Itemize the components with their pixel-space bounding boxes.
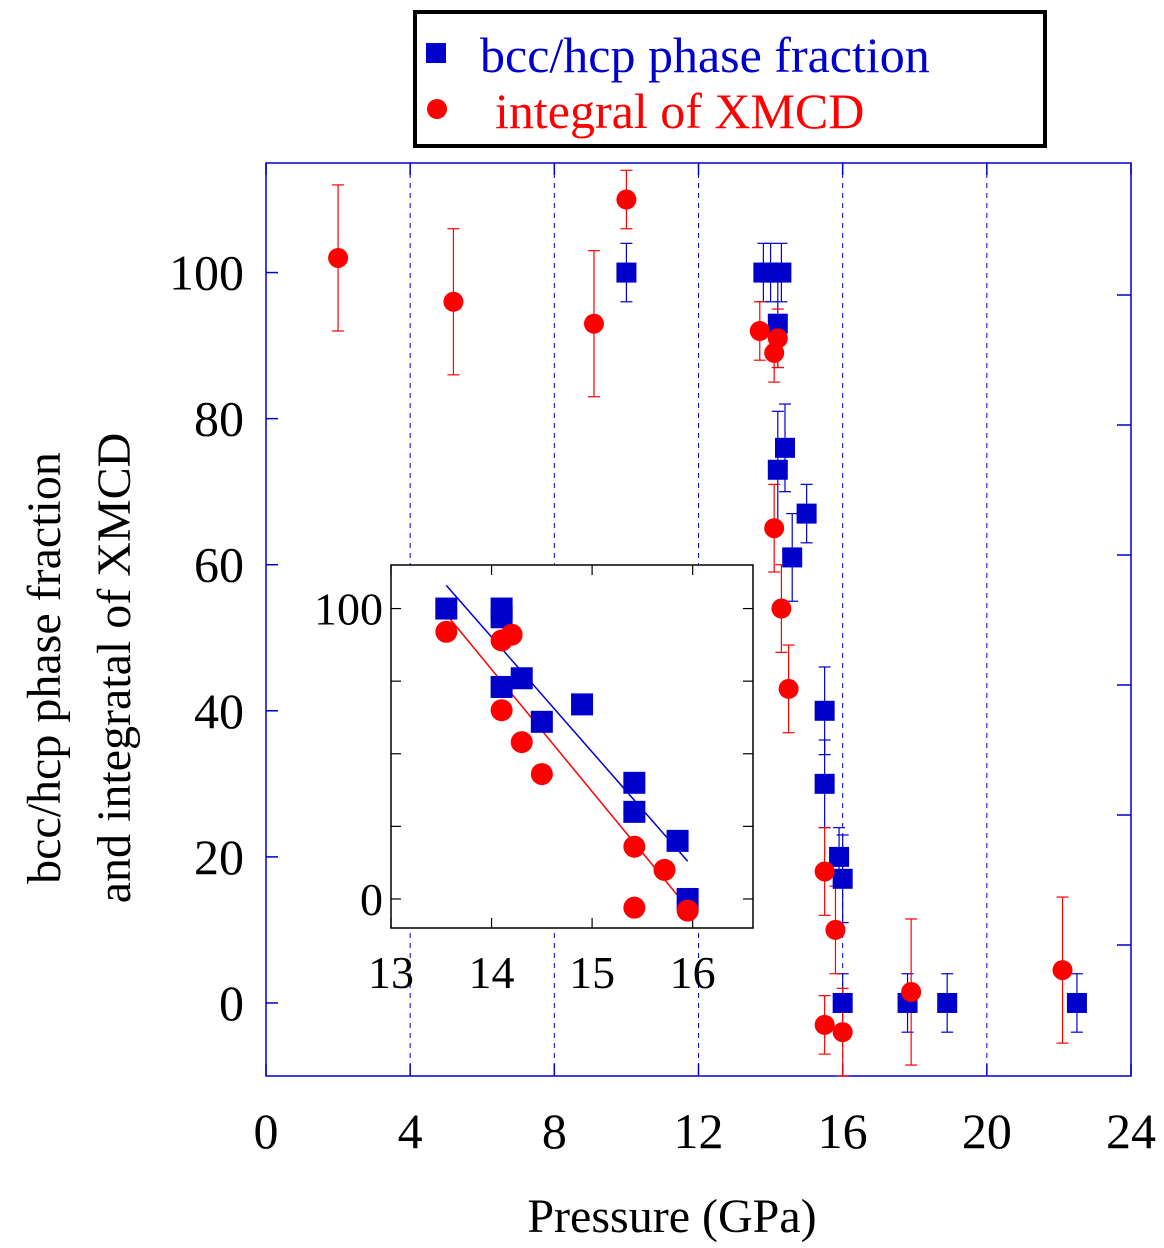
inset-phase-fraction-point bbox=[666, 829, 689, 852]
inset-ticks: 13 14 15 16 0 100 bbox=[314, 565, 753, 998]
inset-phase-fraction-point bbox=[623, 771, 646, 794]
xmcd-point bbox=[583, 313, 604, 334]
phase-fraction-point bbox=[782, 547, 803, 568]
inset-xmcd-point bbox=[510, 731, 533, 754]
inset-fit-lines bbox=[445, 584, 689, 909]
xmcd-point bbox=[825, 919, 846, 940]
xmcd-point bbox=[443, 291, 464, 312]
inset-y-tick-label: 100 bbox=[314, 584, 383, 635]
inset-x-tick-label: 14 bbox=[469, 947, 515, 998]
inset-phase-fraction-point bbox=[490, 675, 513, 698]
x-tick-label: 4 bbox=[398, 1103, 423, 1159]
inset-phase-fraction-point bbox=[623, 800, 646, 823]
phase-fraction-point bbox=[832, 868, 853, 889]
inset-phase-fraction-point bbox=[435, 597, 458, 620]
y-tick-label: 20 bbox=[194, 829, 244, 885]
inset-plot: 13 14 15 16 0 100 bbox=[314, 564, 754, 998]
y-axis-title-line1: bcc/hcp phase fraction bbox=[18, 452, 71, 884]
inset-xmcd-point bbox=[623, 896, 646, 919]
x-axis-title: Pressure (GPa) bbox=[527, 1190, 816, 1243]
inset-xmcd-point bbox=[490, 699, 513, 722]
inset-xmcd-point bbox=[623, 835, 646, 858]
xmcd-point bbox=[616, 189, 637, 210]
legend: bcc/hcp phase fraction integral of XMCD bbox=[413, 10, 1047, 148]
y-axis-title-line2: and integratal of XMCD bbox=[88, 433, 141, 904]
phase-fraction-point bbox=[767, 313, 788, 334]
inset-x-tick-label: 13 bbox=[368, 947, 414, 998]
xmcd-point bbox=[778, 678, 799, 699]
main-ticks: 0 4 8 12 16 20 24 0 20 40 60 80 100 bbox=[169, 163, 1156, 1159]
legend-label-xmcd: integral of XMCD bbox=[495, 83, 864, 139]
inset-phase-fraction-point bbox=[510, 667, 533, 690]
inset-x-tick-label: 16 bbox=[670, 947, 716, 998]
inset-fit-line bbox=[445, 613, 689, 909]
inset-y-tick-label: 0 bbox=[360, 874, 383, 925]
x-tick-label: 12 bbox=[674, 1103, 724, 1159]
x-tick-label: 16 bbox=[818, 1103, 868, 1159]
inset-frame bbox=[390, 564, 754, 929]
xmcd-point bbox=[814, 861, 835, 882]
xmcd-point bbox=[767, 328, 788, 349]
legend-label-phase-fraction: bcc/hcp phase fraction bbox=[480, 27, 930, 83]
phase-fraction-point bbox=[767, 459, 788, 480]
xmcd-point bbox=[771, 598, 792, 619]
xmcd-point bbox=[814, 1014, 835, 1035]
x-tick-label: 0 bbox=[254, 1103, 279, 1159]
phase-fraction-point bbox=[832, 992, 853, 1013]
xmcd-point bbox=[749, 320, 770, 341]
inset-data-points bbox=[435, 597, 699, 922]
y-tick-label: 40 bbox=[194, 683, 244, 739]
inset-xmcd-point bbox=[676, 899, 699, 922]
inset-phase-fraction-point bbox=[490, 606, 513, 629]
inset-x-tick-label: 15 bbox=[569, 947, 615, 998]
phase-fraction-point bbox=[937, 992, 958, 1013]
phase-fraction-point bbox=[829, 846, 850, 867]
phase-fraction-point bbox=[796, 503, 817, 524]
inset-xmcd-point bbox=[435, 620, 458, 643]
legend-circle-marker bbox=[427, 99, 447, 119]
inset-frame-rect bbox=[390, 564, 754, 929]
xmcd-point bbox=[832, 1022, 853, 1043]
phase-fraction-point bbox=[1066, 992, 1087, 1013]
inset-xmcd-point bbox=[530, 763, 553, 786]
xmcd-point bbox=[328, 247, 349, 268]
inset-fit-line bbox=[445, 584, 689, 862]
inset-phase-fraction-point bbox=[571, 693, 594, 716]
phase-fraction-point bbox=[814, 700, 835, 721]
inset-xmcd-point bbox=[653, 858, 676, 881]
xmcd-point bbox=[764, 518, 785, 539]
y-tick-label: 0 bbox=[219, 975, 244, 1031]
x-tick-label: 24 bbox=[1106, 1103, 1156, 1159]
phase-fraction-point bbox=[616, 262, 637, 283]
legend-square-marker bbox=[426, 43, 446, 63]
x-tick-label: 20 bbox=[962, 1103, 1012, 1159]
phase-fraction-point bbox=[814, 773, 835, 794]
xmcd-point bbox=[901, 982, 922, 1003]
main-data-points bbox=[328, 189, 1087, 1043]
inset-xmcd-point bbox=[500, 623, 523, 646]
y-tick-label: 80 bbox=[194, 391, 244, 447]
phase-fraction-point bbox=[771, 262, 792, 283]
y-tick-label: 100 bbox=[169, 245, 244, 301]
phase-fraction-point bbox=[775, 437, 795, 458]
legend-box bbox=[413, 10, 1047, 148]
x-tick-label: 8 bbox=[542, 1103, 567, 1159]
xmcd-point bbox=[1052, 960, 1073, 981]
y-tick-label: 60 bbox=[194, 537, 244, 593]
inset-phase-fraction-point bbox=[530, 710, 553, 733]
